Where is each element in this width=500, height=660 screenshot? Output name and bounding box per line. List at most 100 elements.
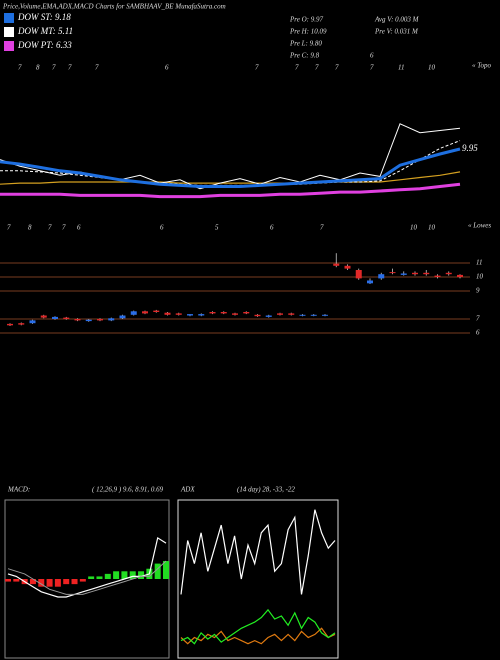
info-text: Avg V: 0.003 M: [374, 16, 420, 24]
bottom-label: 6: [270, 224, 274, 232]
top-label: 7: [295, 64, 299, 72]
legend-label: DOW ST: 9.18: [17, 12, 71, 22]
panel-title: ADX: [180, 486, 195, 494]
candle-body: [344, 265, 351, 269]
top-label: 8: [36, 64, 40, 72]
candle-body: [378, 274, 385, 279]
candle-body: [52, 316, 58, 319]
series-line: [0, 147, 461, 188]
panel-subtitle: (14 day) 28, -33, -22: [237, 486, 295, 494]
candle-body: [164, 312, 171, 315]
histogram-bar: [29, 579, 36, 585]
candle-body: [175, 313, 182, 315]
candle-body: [254, 314, 261, 317]
candle-body: [310, 314, 317, 316]
histogram-bar: [104, 573, 111, 579]
histogram-bar: [13, 579, 20, 582]
candle-body: [232, 313, 238, 315]
y-tick-label: 6: [476, 329, 480, 337]
info-text: Pre C: 9.8: [289, 52, 320, 60]
top-label: 7: [370, 64, 374, 72]
candle-body: [85, 319, 92, 322]
histogram-bar: [96, 576, 103, 579]
price-label: 9.95: [462, 143, 478, 153]
histogram-bar: [129, 571, 136, 579]
histogram-bar: [163, 561, 169, 579]
info-text: Pre O: 9.97: [289, 16, 323, 24]
top-label: 10: [428, 64, 436, 72]
candle-body: [142, 311, 148, 314]
bottom-label: 6: [77, 224, 81, 232]
legend-swatch: [4, 41, 14, 51]
top-label: 7: [68, 64, 72, 72]
histogram-bar: [154, 563, 161, 579]
candle-body: [108, 318, 115, 321]
legend-swatch: [4, 27, 14, 37]
candle-body: [29, 320, 36, 324]
macd-line: [7, 536, 167, 598]
legend-swatch: [4, 13, 14, 23]
bottom-label: 5: [215, 224, 219, 232]
series-line: [180, 509, 336, 595]
bottom-label: 10: [428, 224, 436, 232]
candle-body: [187, 314, 193, 316]
series-line: [0, 171, 461, 185]
macd-frame: [4, 499, 170, 659]
series-line: [180, 608, 336, 645]
series-line: [0, 182, 461, 199]
candle-body: [74, 319, 81, 321]
y-tick-label: 7: [476, 315, 480, 323]
series-line: [0, 123, 461, 190]
candle-body: [400, 273, 407, 275]
candle-body: [209, 312, 216, 314]
bottom-label: 7: [48, 224, 52, 232]
bottom-label: 7: [62, 224, 66, 232]
top-label: 7: [255, 64, 259, 72]
candle-body: [130, 311, 137, 315]
histogram-bar: [138, 571, 145, 579]
candle-body: [299, 314, 306, 316]
top-label: 6: [165, 64, 169, 72]
candle-body: [389, 272, 396, 274]
histogram-bar: [79, 579, 86, 582]
info-text: Pre H: 10.09: [289, 28, 327, 36]
candle-body: [63, 317, 70, 319]
panel-subtitle: ( 12,26,9 ) 9.6, 8.91, 0.69: [92, 486, 164, 494]
legend-label: DOW MT: 5.11: [17, 26, 73, 36]
info-text: Pre V: 0.031 M: [374, 28, 419, 36]
candle-body: [367, 280, 373, 284]
candle-body: [457, 274, 463, 277]
top-label: 7: [95, 64, 99, 72]
candle-body: [355, 270, 362, 279]
bottom-note: « Lowes: [468, 222, 491, 230]
histogram-bar: [38, 579, 45, 587]
candle-body: [277, 313, 283, 315]
series-line: [180, 627, 336, 645]
histogram-bar: [63, 579, 70, 585]
candle-body: [198, 314, 205, 316]
candle-body: [265, 315, 272, 317]
adx-frame: [177, 499, 339, 659]
top-label: 7: [335, 64, 339, 72]
candle-body: [40, 315, 47, 318]
info-text: Pre L: 9.80: [289, 40, 322, 48]
candle-body: [153, 310, 160, 312]
candle-body: [423, 272, 430, 275]
histogram-bar: [88, 576, 95, 579]
candle-body: [322, 314, 328, 316]
histogram-bar: [71, 579, 78, 585]
chart-title: Price,Volume,EMA,ADX,MACD Charts for SAM…: [2, 3, 226, 11]
signal-line: [7, 560, 167, 595]
top-label: 11: [398, 64, 404, 72]
bottom-label: 7: [320, 224, 324, 232]
info-text: 6: [370, 52, 374, 60]
candle-body: [434, 275, 441, 277]
histogram-bar: [54, 579, 61, 587]
top-label: 7: [18, 64, 22, 72]
bottom-label: 10: [410, 224, 418, 232]
candle-body: [7, 323, 13, 326]
candle-body: [243, 312, 250, 314]
top-note: « Topo: [472, 62, 492, 70]
